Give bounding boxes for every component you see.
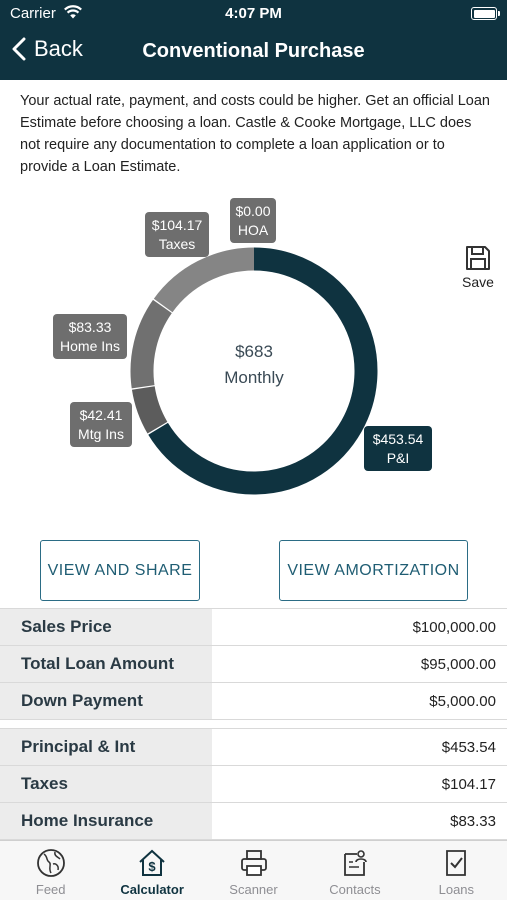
navigation-bar: Back Conventional Purchase	[0, 30, 507, 76]
callout-box	[145, 212, 209, 257]
donut-segment-mtg	[131, 385, 168, 434]
carrier-label: Carrier	[10, 5, 56, 22]
table-row: Home Insurance $83.33	[0, 803, 507, 840]
document-check-icon	[446, 850, 467, 876]
callout-label: Taxes	[159, 236, 196, 252]
callout-box	[53, 314, 127, 359]
callout-label: P&I	[387, 450, 410, 466]
wifi-icon	[63, 4, 83, 24]
house-dollar-icon: $	[139, 849, 165, 876]
callout-mtg: $42.41 Mtg Ins	[70, 402, 132, 447]
callout-box	[230, 198, 276, 243]
row-label: Sales Price	[0, 609, 212, 645]
tab-bar: Feed $ Calculator Scanner Contacts Loans	[0, 840, 507, 900]
globe-icon	[36, 849, 65, 877]
payment-donut-chart: $683 Monthly $453.54 P&I $42.41 Mtg Ins $83.…	[53, 198, 432, 495]
contacts-icon	[344, 850, 367, 876]
battery-icon	[471, 7, 500, 20]
tab-label: Scanner	[229, 882, 278, 897]
row-value: $95,000.00	[420, 655, 496, 673]
payment-breakdown-table: Principal & Int $453.54 Taxes $104.17 Ho…	[0, 728, 507, 840]
donut-center-label: Monthly	[224, 368, 284, 387]
row-value: $104.17	[441, 775, 496, 793]
row-label: Home Insurance	[0, 803, 212, 839]
tab-label: Feed	[35, 882, 66, 897]
chevron-left-icon	[12, 37, 26, 61]
status-bar: Carrier 4:07 PM	[0, 0, 507, 28]
callout-label: HOA	[238, 222, 269, 238]
callout-hoa: $0.00 HOA	[230, 198, 276, 243]
tab-contacts[interactable]: Contacts	[304, 841, 405, 900]
tab-loans[interactable]: Loans	[406, 841, 507, 900]
svg-text:$: $	[148, 859, 156, 874]
row-value: $100,000.00	[412, 618, 496, 636]
table-row: Total Loan Amount $95,000.00	[0, 646, 507, 683]
callout-box	[364, 426, 432, 471]
row-label: Taxes	[0, 766, 212, 802]
donut-segment-taxes	[153, 247, 255, 313]
callout-amount: $0.00	[235, 203, 270, 219]
callout-amount: $42.41	[80, 407, 123, 423]
callout-home: $83.33 Home Ins	[53, 314, 127, 359]
row-value: $5,000.00	[429, 692, 496, 710]
table-row: Down Payment $5,000.00	[0, 683, 507, 720]
donut-segment-home	[130, 299, 173, 389]
callout-box	[70, 402, 132, 447]
tab-scanner[interactable]: Scanner	[203, 841, 304, 900]
save-label: Save	[462, 274, 494, 290]
back-button[interactable]: Back	[12, 36, 83, 62]
save-button[interactable]: Save	[458, 244, 498, 290]
tab-feed[interactable]: Feed	[0, 841, 101, 900]
table-row: Taxes $104.17	[0, 766, 507, 803]
row-value: $453.54	[441, 738, 496, 756]
tab-calculator[interactable]: $ Calculator	[101, 841, 202, 900]
floppy-disk-icon	[466, 246, 490, 270]
row-label: Principal & Int	[0, 729, 212, 765]
callout-amount: $453.54	[373, 431, 424, 447]
donut-center-value: $683	[235, 342, 273, 361]
view-and-share-button[interactable]: VIEW AND SHARE	[40, 540, 200, 601]
callout-label: Home Ins	[60, 338, 120, 354]
printer-icon	[240, 850, 267, 876]
callout-taxes: $104.17 Taxes	[145, 212, 209, 257]
tab-label: Loans	[438, 882, 475, 897]
table-row: Sales Price $100,000.00	[0, 609, 507, 646]
back-label: Back	[34, 36, 83, 61]
disclaimer-text: Your actual rate, payment, and costs cou…	[20, 93, 490, 175]
tab-label: Calculator	[120, 882, 184, 897]
callout-amount: $83.33	[69, 319, 112, 335]
page-title: Conventional Purchase	[142, 40, 365, 62]
callout-amount: $104.17	[152, 217, 203, 233]
table-row: Principal & Int $453.54	[0, 729, 507, 766]
callout-pi: $453.54 P&I	[364, 426, 432, 471]
loan-summary-table: Sales Price $100,000.00 Total Loan Amoun…	[0, 608, 507, 720]
header: Carrier 4:07 PM Back Conventional Purcha…	[0, 0, 507, 80]
view-amortization-button[interactable]: VIEW AMORTIZATION	[279, 540, 468, 601]
row-value: $83.33	[450, 812, 496, 830]
clock: 4:07 PM	[225, 5, 282, 22]
tab-label: Contacts	[329, 882, 381, 897]
row-label: Total Loan Amount	[0, 646, 212, 682]
row-label: Down Payment	[0, 683, 212, 719]
callout-label: Mtg Ins	[78, 426, 124, 442]
donut-segment-pi	[148, 247, 378, 495]
